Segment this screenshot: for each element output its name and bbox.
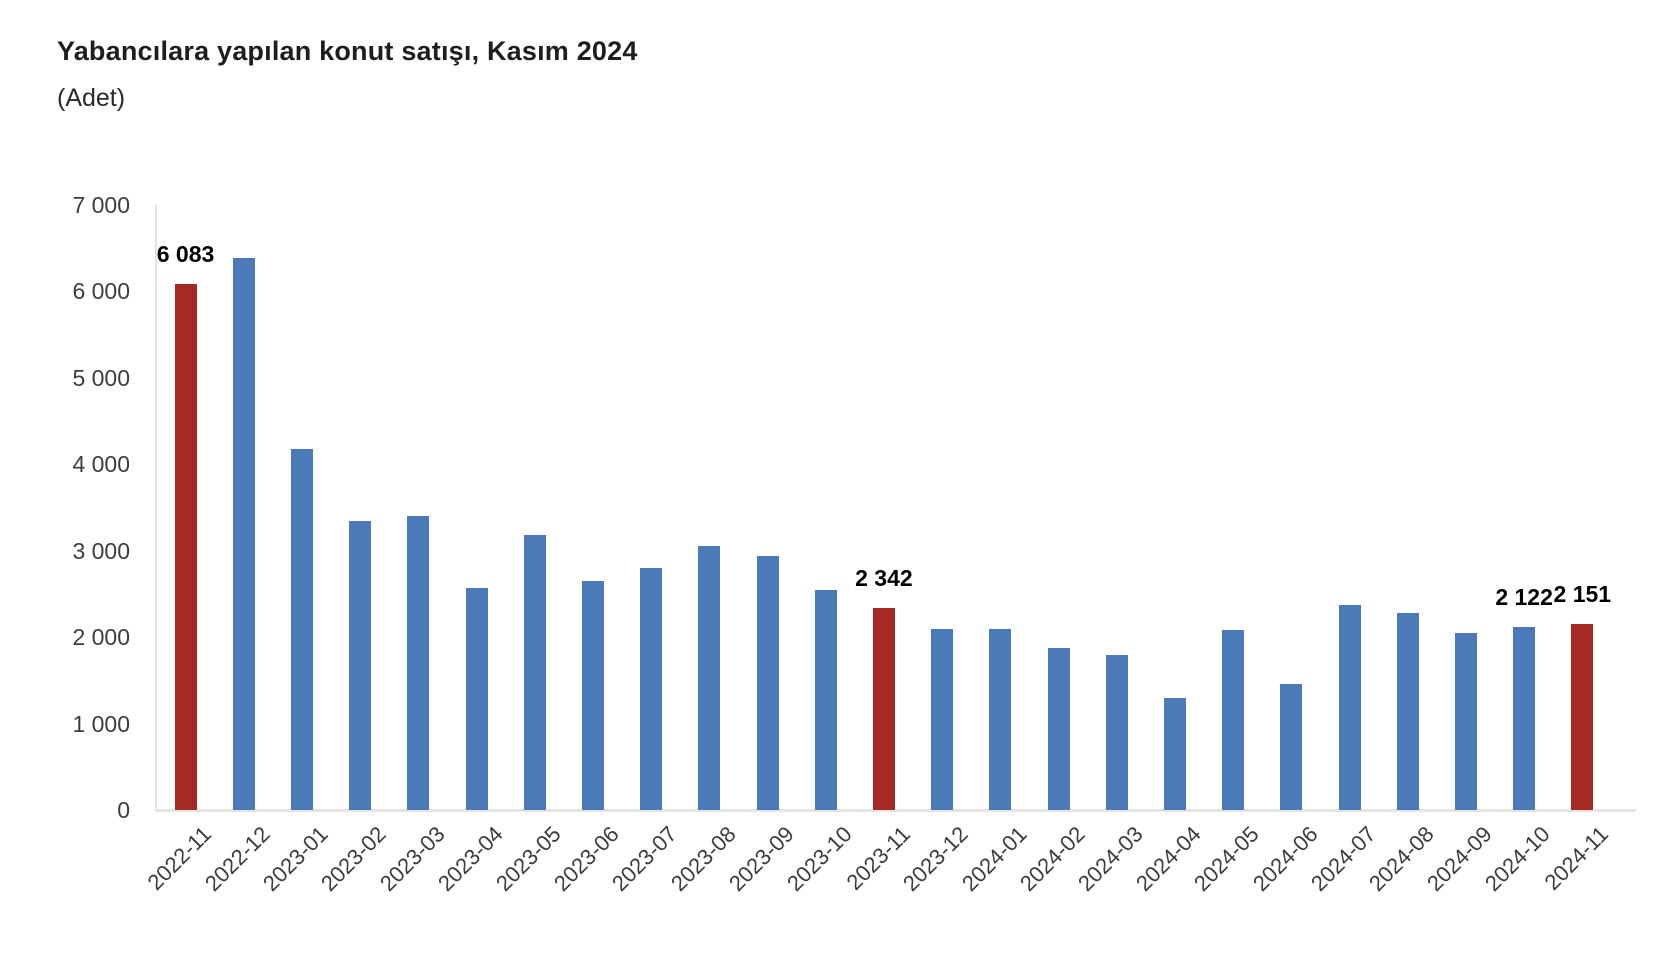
bar-data-label: 2 122: [1495, 583, 1553, 610]
chart-subtitle: (Adet): [57, 84, 126, 112]
x-axis-tick-label: 2024-10: [1480, 821, 1556, 897]
bar[interactable]: [1338, 605, 1361, 810]
x-axis-tick-label: 2024-11: [1539, 821, 1614, 895]
y-axis-tick-label: 0: [117, 797, 130, 823]
bar[interactable]: [1105, 655, 1128, 810]
y-axis-line: [155, 205, 157, 810]
bar[interactable]: [1222, 629, 1245, 810]
x-axis-tick-label: 2023-03: [374, 821, 450, 897]
bar[interactable]: [1454, 633, 1477, 810]
bar[interactable]: [407, 515, 430, 810]
x-axis-tick-label: 2024-06: [1247, 821, 1323, 897]
bar-data-label: 2 342: [855, 564, 913, 591]
bar[interactable]: [1047, 648, 1070, 810]
x-axis-tick-label: 2023-07: [607, 821, 683, 897]
bar[interactable]: [349, 520, 372, 810]
bar-data-label: 6 083: [156, 241, 215, 268]
bar[interactable]: [232, 258, 255, 810]
y-axis-tick-label: 3 000: [72, 537, 130, 564]
bar[interactable]: [581, 581, 604, 810]
bar[interactable]: [1396, 612, 1419, 810]
y-axis-tick-label: 1 000: [72, 710, 130, 737]
bar[interactable]: [756, 555, 779, 810]
bar[interactable]: [640, 567, 663, 810]
chart-title: Yabancılara yapılan konut satışı, Kasım …: [57, 36, 638, 66]
bar[interactable]: [814, 590, 837, 810]
bar[interactable]: [523, 535, 546, 810]
x-axis-tick-label: 2024-05: [1189, 821, 1265, 897]
x-axis-tick-label: 2023-08: [665, 821, 741, 897]
bar-highlighted[interactable]: [1571, 624, 1594, 810]
bar[interactable]: [989, 629, 1012, 810]
bar[interactable]: [1513, 626, 1536, 810]
bar[interactable]: [931, 629, 954, 810]
y-axis-tick-label: 5 000: [72, 364, 130, 391]
y-axis-tick-label: 2 000: [72, 624, 130, 651]
x-axis-tick-label: 2023-02: [316, 821, 392, 897]
bar[interactable]: [290, 449, 313, 810]
bar[interactable]: [698, 545, 721, 810]
x-axis-line: [155, 809, 1636, 812]
y-axis-tick-label: 7 000: [72, 192, 130, 218]
y-axis-tick-label: 6 000: [72, 278, 130, 305]
bar-data-label: 2 151: [1553, 581, 1612, 608]
bar[interactable]: [465, 587, 488, 810]
y-axis-tick-label: 4 000: [72, 451, 130, 478]
bar[interactable]: [1163, 698, 1186, 810]
bar[interactable]: [1280, 684, 1303, 810]
bar-highlighted[interactable]: [872, 607, 895, 810]
bar-highlighted[interactable]: [174, 284, 197, 810]
x-axis-tick-label: 2024-01: [956, 821, 1032, 897]
